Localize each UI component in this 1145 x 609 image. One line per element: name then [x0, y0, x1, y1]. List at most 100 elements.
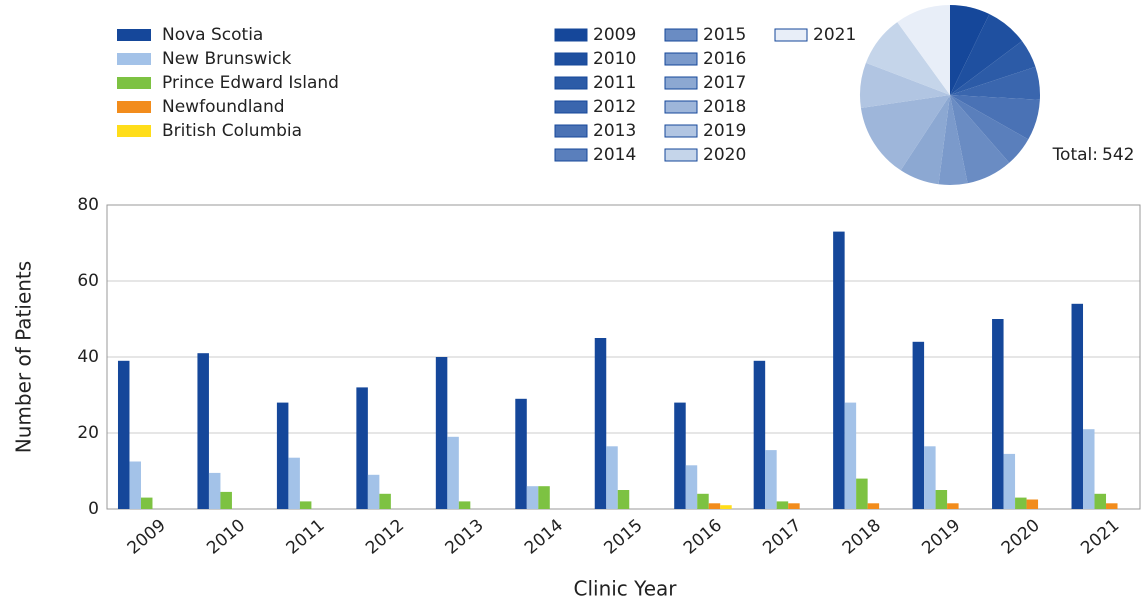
bar	[1094, 493, 1107, 509]
bar	[129, 461, 141, 509]
x-tick-label: 2012	[362, 515, 408, 558]
x-axis-label: Clinic Year	[573, 577, 677, 601]
legend-label: Prince Edward Island	[162, 73, 339, 93]
legend-label: 2013	[593, 121, 636, 141]
bar	[674, 402, 686, 509]
legend-swatch	[554, 148, 588, 162]
bar	[220, 491, 232, 509]
y-tick-label: 60	[77, 271, 99, 291]
legend-label: 2010	[593, 49, 636, 69]
legend-swatch	[664, 28, 698, 42]
x-tick-label: 2010	[203, 515, 249, 558]
total-label: Total:	[1052, 145, 1098, 165]
pie-slice	[950, 41, 1036, 95]
bar	[447, 436, 459, 509]
x-tick-label: 2013	[442, 515, 488, 558]
y-tick-label: 20	[77, 423, 99, 443]
legend-swatch	[554, 124, 588, 138]
bar	[867, 503, 880, 509]
y-tick-label: 0	[88, 499, 99, 519]
x-tick-label: 2017	[759, 515, 805, 558]
bar	[776, 501, 789, 509]
bar	[1026, 499, 1039, 509]
legend-swatch	[664, 124, 698, 138]
x-tick-label: 2018	[839, 515, 885, 558]
bar	[844, 402, 857, 509]
bar	[367, 474, 380, 509]
bar	[526, 486, 539, 509]
legend-swatch	[117, 29, 151, 41]
bar	[788, 503, 800, 509]
bar	[697, 493, 709, 509]
x-tick-label: 2019	[918, 515, 964, 558]
bar	[1083, 429, 1095, 509]
bar	[856, 478, 868, 509]
bar	[1071, 303, 1084, 509]
pie-slice	[950, 66, 1041, 100]
pie-slice	[897, 5, 950, 95]
legend-label: British Columbia	[162, 121, 302, 141]
legend-label: Nova Scotia	[162, 25, 263, 45]
y-tick-label: 40	[77, 347, 99, 367]
bar	[685, 465, 698, 509]
bar	[117, 360, 130, 509]
bar	[708, 503, 721, 509]
legend-swatch	[554, 100, 588, 114]
bar	[1003, 453, 1016, 509]
pie-slice	[950, 14, 1023, 95]
bar	[833, 231, 845, 509]
pie-slice	[950, 95, 1040, 140]
bar	[720, 505, 732, 509]
bar	[912, 341, 925, 509]
legend-swatch	[117, 125, 151, 137]
bar	[140, 497, 153, 509]
legend-label: 2012	[593, 97, 636, 117]
legend-swatch	[664, 148, 698, 162]
bar	[515, 398, 527, 509]
bar	[379, 493, 391, 509]
bar	[299, 501, 312, 509]
pie-slice	[950, 5, 990, 95]
legend-label: Newfoundland	[162, 97, 285, 117]
x-tick-label: 2009	[124, 515, 170, 558]
legend-swatch	[117, 77, 151, 89]
legend-swatch	[774, 28, 808, 42]
x-tick-label: 2020	[998, 515, 1044, 558]
bar	[765, 450, 777, 509]
x-tick-label: 2015	[601, 515, 647, 558]
legend-swatch	[117, 101, 151, 113]
legend-swatch	[664, 100, 698, 114]
legend-swatch	[664, 52, 698, 66]
bar	[1015, 497, 1027, 509]
legend-label: 2014	[593, 145, 636, 165]
legend-swatch	[554, 52, 588, 66]
legend-label: 2020	[703, 145, 746, 165]
bar	[606, 446, 618, 509]
pie-slice	[860, 95, 950, 171]
bar	[288, 457, 300, 509]
bar	[197, 353, 209, 509]
total-value: 542	[1102, 145, 1134, 165]
bar	[276, 402, 289, 509]
legend-label: 2021	[813, 25, 856, 45]
x-tick-label: 2014	[521, 515, 567, 558]
pie-slice	[938, 95, 968, 185]
bar	[924, 446, 936, 509]
legend-swatch	[664, 76, 698, 90]
bar	[208, 472, 221, 509]
legend-label: 2015	[703, 25, 746, 45]
bar	[947, 503, 959, 509]
legend-label: 2018	[703, 97, 746, 117]
legend-swatch	[554, 76, 588, 90]
bar	[753, 360, 766, 509]
legend-label: 2011	[593, 73, 636, 93]
bar	[992, 319, 1004, 509]
pie-slice	[950, 95, 1010, 184]
bar	[594, 338, 607, 509]
legend-label: 2016	[703, 49, 746, 69]
x-tick-label: 2016	[680, 515, 726, 558]
x-tick-label: 2021	[1077, 515, 1123, 558]
legend-label: 2017	[703, 73, 746, 93]
pie-slice	[950, 95, 1029, 163]
